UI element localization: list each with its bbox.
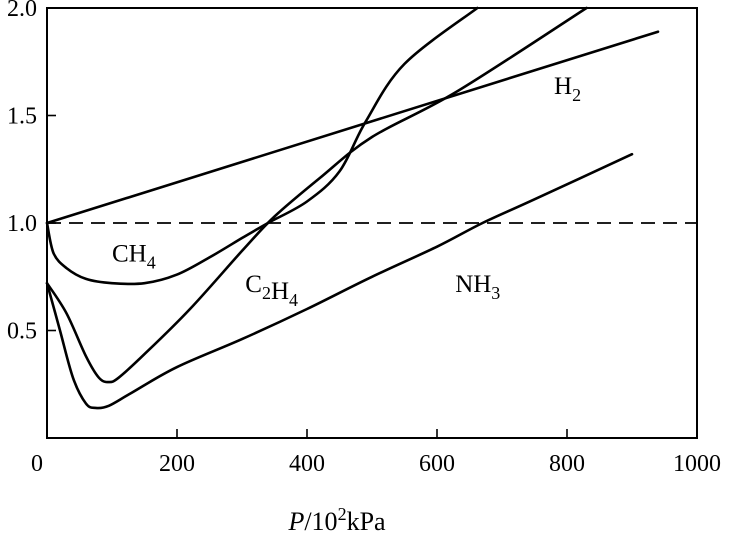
series-label-1: H2	[554, 73, 581, 105]
axis-ticks: 0 200 400 600 800 1000 0.5 1.0 1.5 2.0	[7, 0, 721, 477]
y-tick-label: 1.0	[7, 211, 37, 237]
series-label-4: NH3	[455, 271, 500, 303]
series-line-1	[45, 30, 660, 225]
x-tick-label: 800	[549, 451, 585, 477]
y-tick-label: 1.5	[7, 104, 37, 130]
series-label-2: CH4	[112, 241, 156, 273]
x-tick-label: 400	[289, 451, 325, 477]
series-line-3	[45, 6, 588, 384]
series-labels: H2 CH4 C2H4 NH3	[112, 73, 581, 310]
x-tick-label: 0	[31, 451, 43, 477]
x-axis-title: P/102kPa	[287, 504, 386, 536]
x-tick-label: 200	[159, 451, 195, 477]
y-tick-label: 2.0	[7, 0, 37, 22]
x-tick-label: 1000	[673, 451, 721, 477]
series-line-2	[45, 6, 479, 286]
y-tick-label: 0.5	[7, 319, 37, 345]
series-label-3: C2H4	[245, 271, 298, 310]
series-group	[45, 6, 660, 410]
x-tick-label: 600	[419, 451, 455, 477]
series-line-4	[45, 152, 634, 410]
